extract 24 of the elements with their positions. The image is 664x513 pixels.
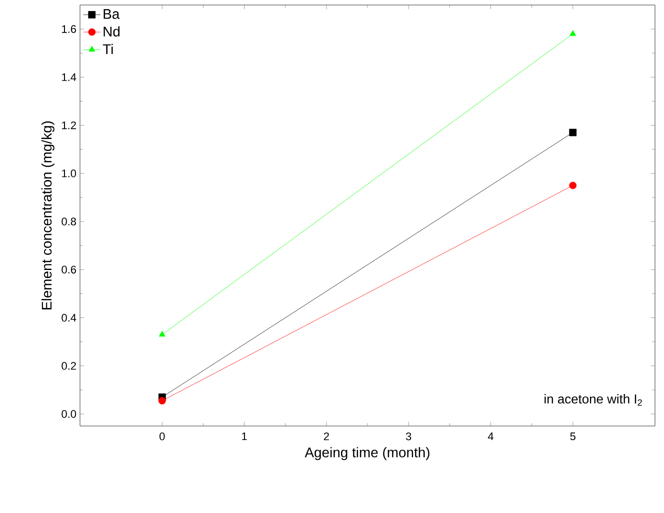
legend-label: Ba: [104, 9, 120, 19]
x-tick-label: 3: [406, 432, 412, 440]
y-tick-label: 1.4: [62, 73, 76, 81]
x-axis-title: Ageing time (month): [304, 447, 430, 460]
point: [569, 182, 577, 190]
y-tick-label: 0.2: [62, 362, 76, 370]
y-tick-label: 0.6: [62, 266, 76, 274]
y-axis-title: Element concentration (mg/kg): [41, 121, 54, 310]
y-tick-label: 1.2: [62, 121, 76, 130]
y-tick-label: 1.6: [62, 25, 76, 33]
y-tick-label: 0.8: [62, 218, 76, 226]
legend-label: Nd: [104, 26, 120, 36]
point: [569, 128, 577, 136]
x-tick-label: 2: [324, 432, 329, 440]
y-tick-label: 0.4: [62, 314, 76, 322]
x-tick-label: 5: [570, 432, 576, 440]
x-tick-label: 0: [160, 432, 165, 440]
legend-label: Ti: [102, 44, 113, 54]
point: [158, 397, 166, 404]
y-tick-label: 0.0: [62, 410, 76, 418]
annotation: in acetone with I$_{2}$: [544, 394, 642, 406]
x-tick-label: 4: [488, 432, 494, 440]
x-tick-label: 1: [242, 432, 247, 440]
y-tick-label: 1.0: [62, 170, 76, 178]
